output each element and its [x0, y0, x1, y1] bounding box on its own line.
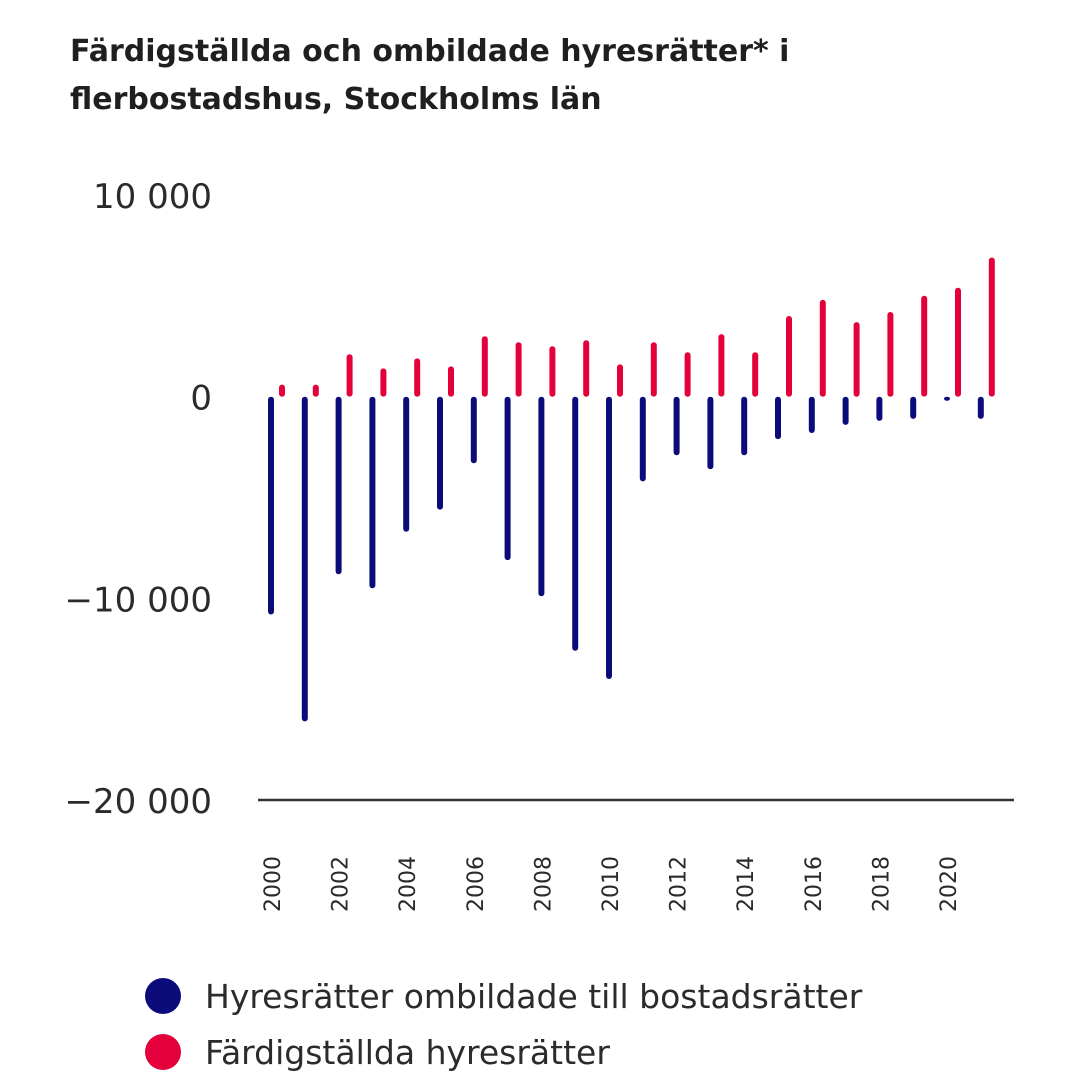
bar-converted-2018	[876, 396, 883, 421]
bar-completed-2020	[955, 287, 961, 397]
bar-converted-2004	[403, 396, 410, 532]
legend: Hyresrätter ombildade till bostadsrätter…	[145, 968, 862, 1080]
bar-converted-2013	[707, 396, 714, 470]
x-axis-labels: 2000 2002 2004 2006 2008 2010 2012 2014 2016 2018…	[261, 856, 962, 912]
bar-completed-2008	[549, 346, 556, 397]
x-tick-label: 2002	[329, 856, 354, 912]
bar-completed-2013	[718, 334, 725, 397]
legend-label-completed: Färdigställda hyresrätter	[205, 1032, 610, 1072]
legend-dot-completed	[145, 1034, 181, 1070]
bar-converted-2009	[572, 396, 579, 651]
bars	[268, 257, 995, 722]
legend-item-completed: Färdigställda hyresrätter	[145, 1024, 862, 1080]
bar-converted-2020	[944, 396, 950, 401]
bar-completed-2000	[279, 384, 285, 397]
bar-converted-2021	[977, 396, 984, 419]
bar-completed-2021	[988, 257, 995, 397]
bar-completed-2014	[752, 352, 759, 397]
bar-converted-2000	[268, 396, 274, 615]
chart-title-line-1: Färdigställda och ombildade hyresrätter*…	[70, 34, 790, 69]
bar-converted-2008	[538, 396, 545, 597]
y-axis-labels: 10 000 0 −10 000 −20 000	[65, 177, 212, 822]
x-tick-label: 2006	[464, 856, 489, 912]
y-tick-label: −10 000	[65, 580, 212, 620]
legend-dot-converted	[145, 978, 181, 1014]
bar-completed-2007	[515, 342, 522, 397]
x-tick-label: 2012	[667, 856, 692, 912]
bar-completed-2010	[617, 364, 623, 397]
bar-converted-2017	[842, 396, 849, 425]
bar-converted-2002	[335, 396, 342, 575]
legend-label-converted: Hyresrätter ombildade till bostadsrätter	[205, 976, 863, 1016]
bar-converted-2005	[437, 396, 443, 510]
bar-completed-2016	[819, 299, 826, 397]
bar-completed-2015	[786, 316, 792, 397]
bar-completed-2009	[583, 340, 590, 397]
bar-converted-2015	[775, 396, 781, 440]
bar-completed-2011	[650, 342, 657, 397]
bar-converted-2011	[639, 396, 646, 482]
x-tick-label: 2008	[531, 856, 556, 912]
x-tick-label: 2010	[599, 856, 624, 912]
bar-converted-2019	[910, 396, 917, 419]
bar-converted-2001	[301, 396, 308, 722]
bar-converted-2012	[673, 396, 680, 456]
bar-completed-2017	[853, 322, 860, 397]
bar-converted-2006	[470, 396, 477, 464]
bar-converted-2003	[369, 396, 376, 589]
y-tick-label: 10 000	[93, 177, 212, 217]
x-tick-label: 2000	[261, 856, 286, 912]
chart-title: Färdigställda och ombildade hyresrätter*…	[70, 28, 970, 124]
bar-converted-2010	[606, 396, 612, 679]
x-tick-label: 2016	[802, 856, 827, 912]
bar-converted-2016	[808, 396, 815, 433]
legend-item-converted: Hyresrätter ombildade till bostadsrätter	[145, 968, 862, 1024]
chart-title-line-2: flerbostadshus, Stockholms län	[70, 82, 602, 117]
bar-completed-2001	[312, 384, 319, 397]
bar-completed-2004	[414, 358, 421, 397]
bar-completed-2003	[380, 368, 387, 397]
bar-converted-2014	[741, 396, 748, 456]
bar-completed-2005	[448, 366, 454, 397]
bar-completed-2012	[684, 352, 691, 397]
x-tick-label: 2004	[396, 856, 421, 912]
bar-completed-2002	[346, 354, 353, 397]
bar-converted-2007	[504, 396, 511, 561]
y-tick-label: 0	[190, 379, 212, 419]
x-tick-label: 2020	[937, 856, 962, 912]
x-tick-label: 2018	[869, 856, 894, 912]
x-tick-label: 2014	[734, 856, 759, 912]
y-tick-label: −20 000	[65, 782, 212, 822]
bar-completed-2006	[481, 336, 488, 397]
bar-completed-2018	[887, 312, 894, 397]
bar-completed-2019	[921, 295, 928, 397]
